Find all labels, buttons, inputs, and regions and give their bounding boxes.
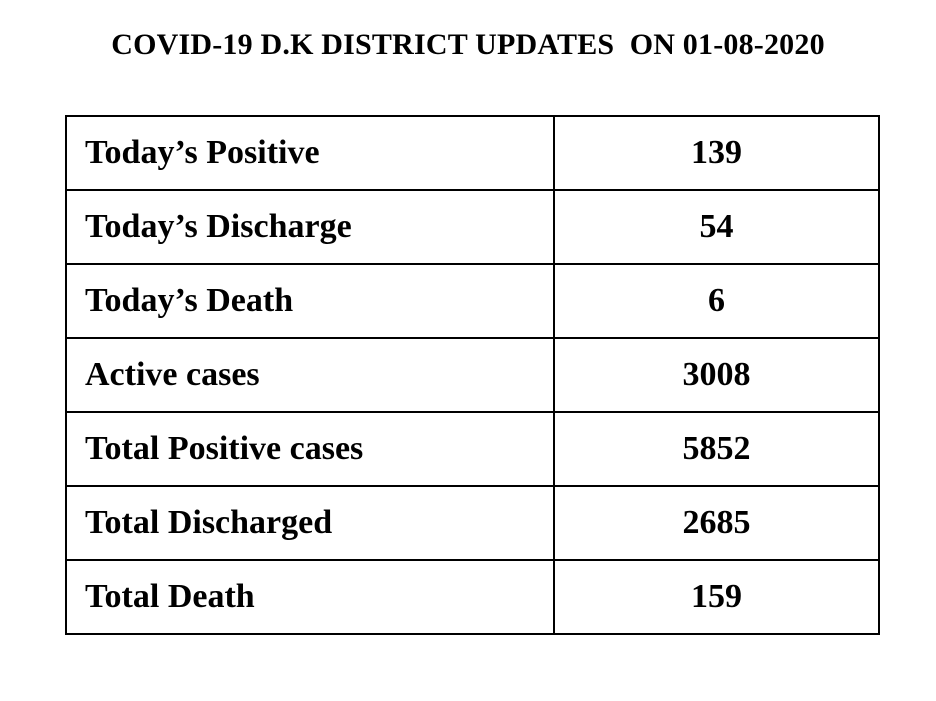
- row-value: 159: [553, 559, 880, 635]
- row-value: 139: [553, 115, 880, 191]
- table-row: Total Death 159: [65, 559, 880, 635]
- row-label: Today’s Death: [65, 263, 555, 339]
- row-value: 3008: [553, 337, 880, 413]
- row-label: Today’s Positive: [65, 115, 555, 191]
- table-row: Active cases 3008: [65, 337, 880, 413]
- row-label: Active cases: [65, 337, 555, 413]
- row-value: 5852: [553, 411, 880, 487]
- row-label: Today’s Discharge: [65, 189, 555, 265]
- table-row: Total Positive cases 5852: [65, 411, 880, 487]
- row-value: 6: [553, 263, 880, 339]
- row-label: Total Discharged: [65, 485, 555, 561]
- row-value: 2685: [553, 485, 880, 561]
- table-row: Today’s Discharge 54: [65, 189, 880, 265]
- row-value: 54: [553, 189, 880, 265]
- table-row: Total Discharged 2685: [65, 485, 880, 561]
- table-row: Today’s Positive 139: [65, 115, 880, 191]
- row-label: Total Death: [65, 559, 555, 635]
- table-row: Today’s Death 6: [65, 263, 880, 339]
- stats-table: Today’s Positive 139 Today’s Discharge 5…: [65, 115, 880, 635]
- row-label: Total Positive cases: [65, 411, 555, 487]
- page-title: COVID-19 D.K DISTRICT UPDATES ON 01-08-2…: [111, 28, 825, 61]
